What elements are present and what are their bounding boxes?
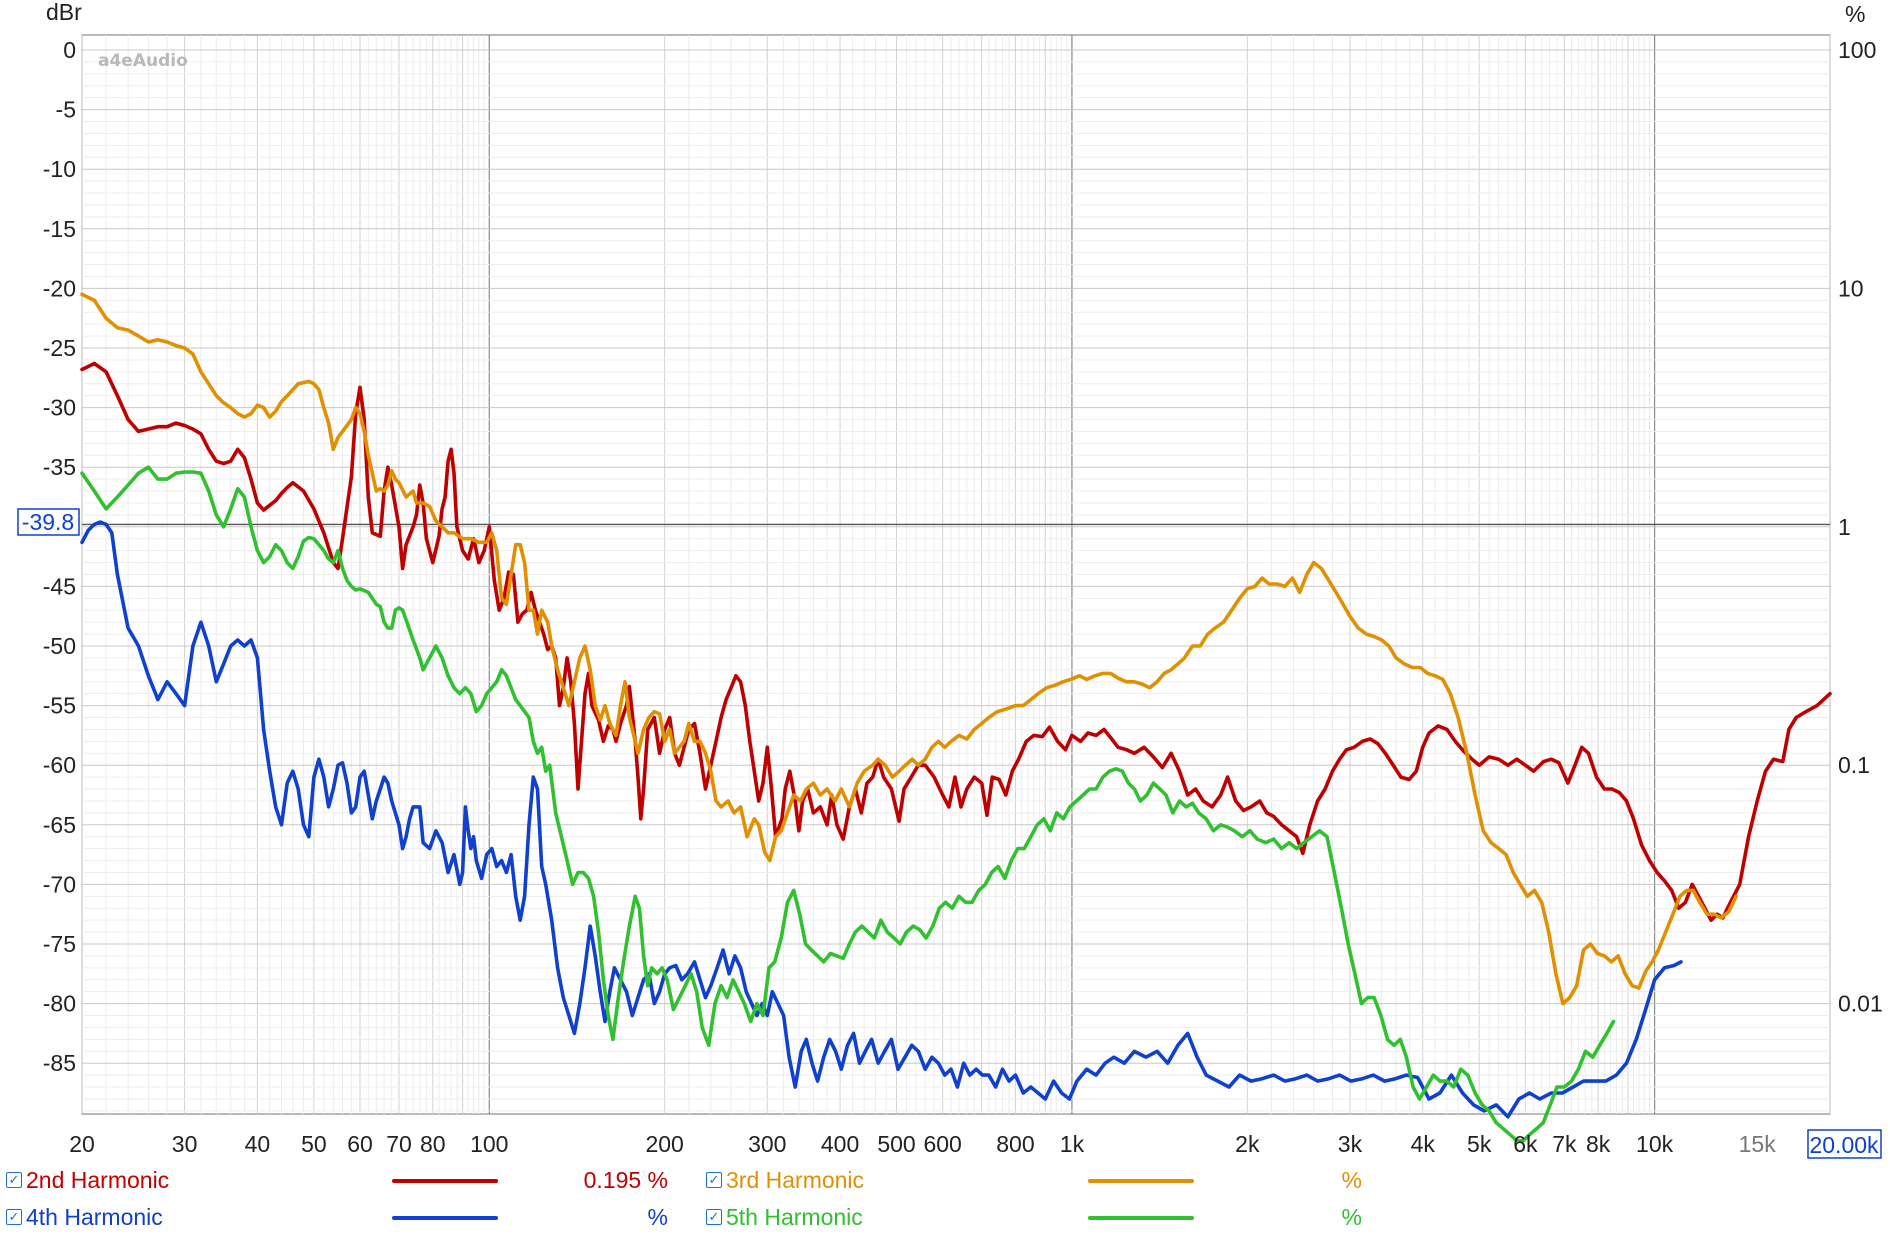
y-axis-right: 100 10 1 0.1 0.01	[1838, 37, 1883, 1017]
y-left-unit: dBr	[46, 0, 82, 25]
x-tick-label: 2k	[1235, 1131, 1260, 1157]
x-tick-label: 300	[748, 1131, 786, 1157]
x-tick-label: 7k	[1552, 1131, 1577, 1157]
x-tick-label: 3k	[1338, 1131, 1363, 1157]
y-tick-label: -75	[43, 931, 76, 957]
x-tick-label: 50	[301, 1131, 327, 1157]
legend-value-2nd-harmonic: 0.195 %	[583, 1167, 668, 1193]
checkbox-icon[interactable]: ✓	[706, 1209, 722, 1225]
series-group	[80, 292, 1832, 1143]
x-tick-label: 30	[172, 1131, 198, 1157]
checkbox-icon[interactable]: ✓	[6, 1209, 22, 1225]
checkbox-icon[interactable]: ✓	[706, 1172, 722, 1188]
x-tick-label: 500	[877, 1131, 915, 1157]
legend-value-5th-harmonic: %	[1341, 1204, 1362, 1230]
legend-label: 5th Harmonic	[726, 1204, 863, 1230]
y-tick-label: -10	[43, 156, 76, 182]
legend-value-4th-harmonic: %	[647, 1204, 668, 1230]
legend-label: 4th Harmonic	[26, 1204, 163, 1230]
x-axis: 20 30 40 50 60 70 80 100 200 300 400 500 600 800 1k 2k 3…	[69, 1131, 1776, 1157]
y-tick-label: -85	[43, 1050, 76, 1076]
y-tick-label: -15	[43, 216, 76, 242]
legend-label: 3rd Harmonic	[726, 1167, 865, 1193]
legend-swatch-2nd-harmonic	[392, 1179, 498, 1183]
y-tick-label: -50	[43, 633, 76, 659]
legend-row-1: ✓ 2nd Harmonic 0.195 % ✓ 3rd Harmonic %	[0, 1166, 1890, 1198]
x-tick-label: 70	[386, 1131, 412, 1157]
y-tick-label: 0	[63, 37, 76, 63]
x-tick-label: 15k	[1739, 1131, 1777, 1157]
x-tick-label: 20	[69, 1131, 95, 1157]
series-line-4th-harmonic	[80, 520, 1683, 1119]
y-right-unit: %	[1845, 1, 1865, 27]
series-line-2nd-harmonic	[80, 361, 1832, 923]
x-tick-label: 800	[996, 1131, 1034, 1157]
cursor-y-readout[interactable]: -39.8	[17, 508, 80, 536]
x-tick-label: 8k	[1586, 1131, 1611, 1157]
cursor-y-box	[17, 508, 80, 536]
y-tick-label: -5	[56, 97, 76, 123]
x-tick-label: 200	[645, 1131, 683, 1157]
y-tick-label: -55	[43, 693, 76, 719]
cursor-y-label: -39.8	[22, 509, 74, 535]
y-right-tick-label: 100	[1838, 37, 1876, 63]
y-right-tick-label: 0.01	[1838, 991, 1883, 1017]
y-tick-label: -65	[43, 812, 76, 838]
checkbox-icon[interactable]: ✓	[6, 1172, 22, 1188]
x-tick-label: 5k	[1467, 1131, 1492, 1157]
legend-row-2: ✓ 4th Harmonic % ✓ 5th Harmonic %	[0, 1203, 1890, 1235]
x-tick-label: 60	[347, 1131, 373, 1157]
x-tick-label: 1k	[1060, 1131, 1085, 1157]
y-tick-label: -35	[43, 454, 76, 480]
y-right-tick-label: 0.1	[1838, 752, 1870, 778]
x-tick-label: 80	[420, 1131, 446, 1157]
y-tick-label: -30	[43, 395, 76, 421]
y-right-tick-label: 10	[1838, 275, 1864, 301]
grid	[81, 35, 1831, 1114]
series-line-5th-harmonic	[80, 465, 1616, 1143]
y-tick-label: -20	[43, 275, 76, 301]
x-tick-label: 4k	[1411, 1131, 1436, 1157]
x-tick-label: 40	[245, 1131, 271, 1157]
watermark: a4eAudio	[98, 51, 188, 71]
x-tick-label: 10k	[1636, 1131, 1674, 1157]
x-tick-label: 400	[821, 1131, 859, 1157]
y-axis-left: 0 -5 -10 -15 -20 -25 -30 -35 -45 -50 -55 -60 -65 -70 -…	[43, 37, 76, 1076]
legend-swatch-3rd-harmonic	[1088, 1179, 1194, 1183]
y-right-tick-label: 1	[1838, 514, 1851, 540]
x-tick-label: 100	[470, 1131, 508, 1157]
y-tick-label: -45	[43, 573, 76, 599]
y-tick-label: -25	[43, 335, 76, 361]
y-tick-label: -60	[43, 752, 76, 778]
x-tick-label: 600	[923, 1131, 961, 1157]
legend-value-3rd-harmonic: %	[1341, 1167, 1362, 1193]
y-tick-label: -80	[43, 991, 76, 1017]
cursor-x-label: 20.00k	[1809, 1132, 1879, 1158]
y-tick-label: -70	[43, 871, 76, 897]
cursor-x-box	[1807, 1129, 1882, 1159]
legend-swatch-4th-harmonic	[392, 1216, 498, 1220]
legend-label: 2nd Harmonic	[26, 1167, 170, 1193]
x-tick-label: 6k	[1513, 1131, 1538, 1157]
legend-swatch-5th-harmonic	[1088, 1216, 1194, 1220]
cursor-x-readout[interactable]: 20.00k	[1807, 1129, 1882, 1159]
series-line-3rd-harmonic	[80, 292, 1738, 1006]
